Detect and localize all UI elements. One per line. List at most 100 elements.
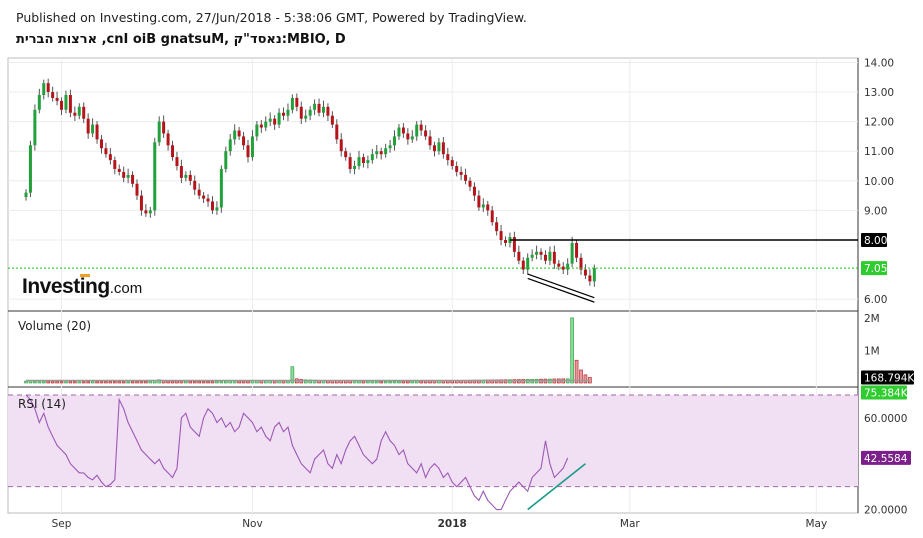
candle-body — [557, 263, 561, 267]
volume-bar — [379, 380, 384, 384]
candle-body — [144, 210, 148, 214]
candle-body — [255, 124, 259, 137]
x-tick-label: Mar — [620, 518, 640, 530]
volume-bar — [401, 380, 406, 384]
volume-bar — [406, 380, 410, 384]
volume-bar — [24, 380, 28, 384]
candle-body — [424, 130, 428, 137]
candle-body — [384, 148, 388, 155]
rsi-trend-line — [527, 463, 586, 511]
candle-body — [46, 83, 50, 93]
candle-body — [77, 106, 81, 116]
candle-body — [415, 124, 419, 137]
price-tick-label: 12.00 — [864, 117, 894, 129]
candle-body — [233, 130, 237, 140]
investing-logo: Investing.com — [22, 274, 142, 299]
candle-body — [419, 124, 423, 131]
candle-body — [264, 121, 268, 128]
volume-bar — [46, 380, 51, 384]
candle-body — [68, 94, 72, 113]
candle-body — [330, 115, 334, 125]
candle-body — [162, 121, 166, 134]
rsi-band — [8, 395, 858, 487]
candle-body — [455, 166, 459, 172]
price-tick-label: 13.00 — [864, 87, 894, 99]
published-caption: Published on Investing.com, 27/Jun/2018 … — [16, 10, 527, 25]
volume-bar — [157, 379, 161, 384]
candle-body — [250, 136, 254, 158]
candle-body — [397, 127, 401, 137]
candle-body — [117, 168, 121, 172]
candle-body — [388, 145, 392, 149]
candle-body — [499, 231, 503, 240]
candle-body — [490, 210, 494, 223]
volume-bar — [126, 381, 130, 384]
volume-bar — [499, 379, 503, 384]
candle-body — [99, 139, 103, 149]
price-tick-label: 14.00 — [864, 57, 894, 69]
candle-body — [55, 97, 59, 101]
candle-body — [210, 201, 214, 211]
candle-body — [406, 133, 410, 140]
volume-bar — [99, 381, 104, 384]
candle-body — [579, 257, 583, 270]
candle-body — [446, 154, 450, 161]
candle-body — [339, 139, 343, 152]
volume-bar — [139, 381, 144, 384]
volume-bar — [374, 380, 379, 384]
candle-body — [472, 186, 476, 196]
volume-bar — [303, 379, 308, 384]
candle-body — [526, 257, 530, 270]
volume-panel-title: Volume (20) — [18, 319, 92, 333]
volume-bar — [86, 381, 90, 384]
candle-body — [361, 157, 365, 164]
candle-body — [104, 148, 108, 155]
candle-body — [179, 166, 183, 178]
volume-bar — [184, 380, 188, 384]
candle-body — [166, 133, 170, 146]
candle-body — [273, 118, 277, 125]
volume-bar — [55, 381, 59, 384]
candle-body — [246, 145, 250, 158]
candle-body — [219, 168, 223, 208]
volume-bar — [41, 381, 46, 384]
price-tick-label: 9.00 — [864, 205, 887, 217]
volume-bar — [224, 380, 228, 384]
volume-bar — [135, 381, 139, 384]
candle-body — [583, 269, 587, 276]
volume-bar — [397, 380, 401, 384]
volume-bar — [206, 381, 210, 384]
symbol-title: ארצות הברית ,cnI oiB gnatsuM, נאסד"ק:MBI… — [16, 32, 346, 47]
volume-tick-label: 75.384K — [864, 388, 909, 400]
volume-tick-label: 168.794K — [864, 373, 915, 385]
candle-body — [122, 171, 126, 178]
volume-bar — [37, 381, 42, 384]
candle-body — [552, 251, 556, 264]
channel-line-upper — [527, 273, 595, 299]
candle-body — [242, 136, 246, 146]
price-tick-label: 8.00 — [864, 235, 887, 247]
volume-bar — [64, 381, 68, 384]
candle-body — [215, 207, 219, 211]
candle-body — [282, 112, 286, 116]
candle-body — [28, 145, 32, 193]
price-tick-label: 11.00 — [864, 146, 894, 158]
candle-body — [566, 263, 570, 270]
volume-bar — [77, 381, 82, 384]
candle-body — [561, 266, 565, 270]
candle-body — [82, 106, 86, 119]
candle-body — [108, 154, 112, 161]
volume-tick-label-badge — [861, 370, 914, 385]
candle-body — [468, 180, 472, 187]
candle-body — [486, 204, 490, 211]
x-tick-label: Nov — [242, 518, 263, 530]
candle-body — [348, 157, 352, 169]
candle-body — [379, 151, 383, 155]
x-tick-label: 2018 — [438, 518, 467, 530]
logo-main: Investing — [22, 275, 110, 298]
candle-body — [548, 251, 552, 261]
volume-bar — [410, 380, 415, 384]
candle-body — [24, 192, 28, 198]
volume-bar — [108, 381, 113, 384]
